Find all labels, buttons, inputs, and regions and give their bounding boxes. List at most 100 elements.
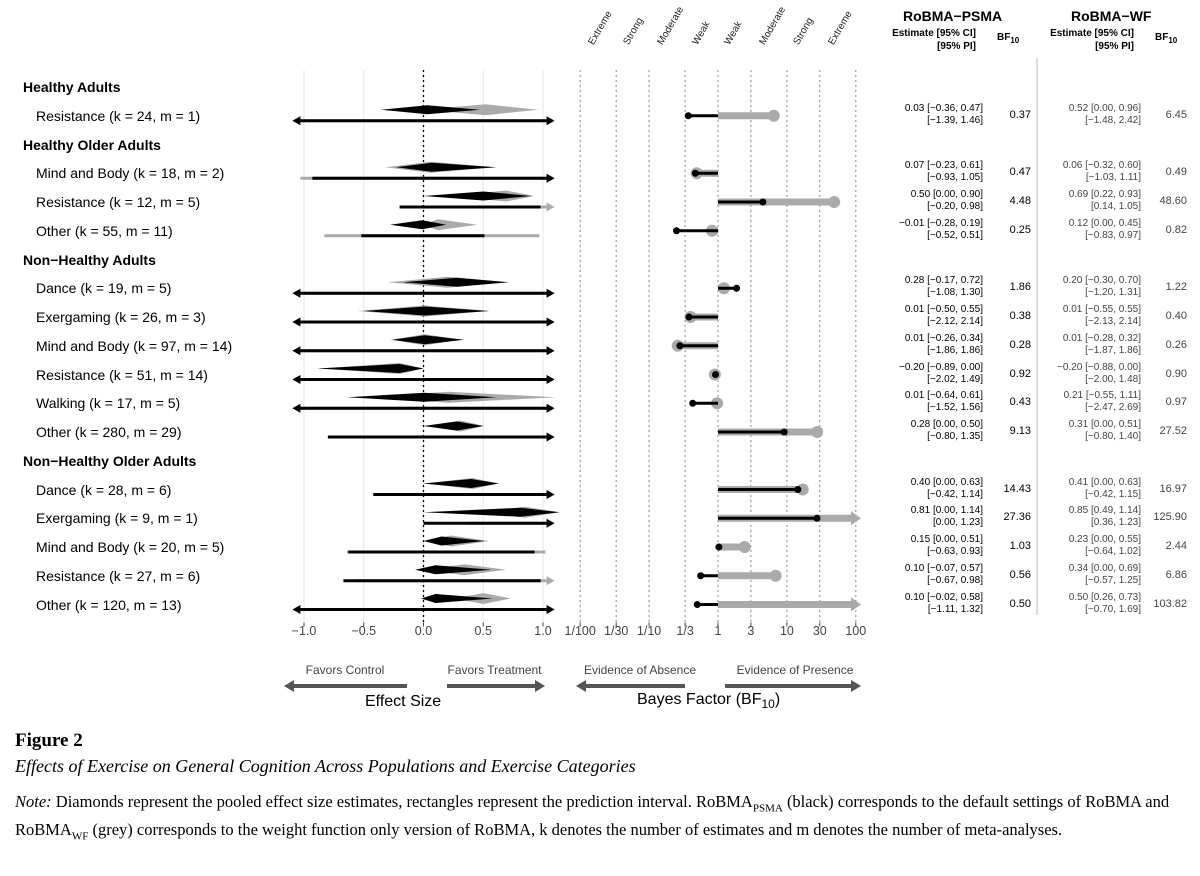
bf-tick-label: 30 — [812, 624, 827, 638]
psma-estimate-ci: −0.20 [−0.89, 0.00] — [899, 361, 983, 373]
psma-bf-value: 0.43 — [1009, 396, 1031, 409]
psma-estimate-ci: 0.01 [−0.26, 0.34] — [904, 332, 983, 344]
psma-bf-point — [691, 169, 699, 177]
wf-estimate-ci: 0.50 [0.26, 0.73] — [1068, 591, 1141, 603]
wf-bf-point — [796, 483, 809, 496]
wf-estimate-ci: 0.01 [−0.28, 0.32] — [1062, 332, 1141, 344]
psma-bf-point — [673, 227, 681, 235]
psma-estimate-pi: [−0.20, 0.98] — [927, 201, 983, 212]
psma-estimate-ci: 0.01 [−0.64, 0.61] — [904, 390, 983, 402]
wf-estimate-pi: [−0.70, 1.69] — [1085, 603, 1141, 615]
psma-bf-header-sub: 10 — [1010, 36, 1020, 45]
wf-estimate-pi: [−0.42, 1.15] — [1085, 488, 1141, 500]
wf-estimate-ci: 0.12 [0.00, 0.45] — [1068, 217, 1141, 229]
study-row-label: Resistance (k = 27, m = 6) — [36, 567, 201, 584]
bf-tick-label: 1 — [714, 624, 722, 638]
psma-bf-point — [684, 112, 692, 120]
psma-estimate-pi: [−2.02, 1.49] — [927, 373, 983, 385]
wf-bf-point — [738, 541, 751, 553]
wf-header-title: RoBMA−WF — [1071, 8, 1152, 24]
wf-estimate-pi: [0.36, 1.23] — [1090, 517, 1141, 529]
group-label: Healthy Adults — [23, 79, 121, 95]
psma-diamond — [403, 277, 510, 287]
wf-estimate-pi: [−1.87, 1.86] — [1085, 344, 1141, 356]
psma-diamond — [392, 335, 465, 345]
study-row-label: Walking (k = 17, m = 5) — [36, 395, 181, 412]
psma-bf-value: 0.92 — [1009, 367, 1031, 380]
psma-bf-value: 9.13 — [1009, 425, 1031, 437]
note-text-2: (black) corresponds to the default setti… — [15, 792, 1170, 840]
figure-label: Figure 2 — [15, 730, 83, 751]
study-row-label: Resistance (k = 24, m = 1) — [36, 107, 201, 124]
effect-tick-label: 0.5 — [474, 624, 492, 638]
psma-diamond — [380, 105, 480, 115]
psma-bf-point — [794, 486, 802, 493]
wf-bf-value: 125.90 — [1153, 511, 1187, 524]
psma-bf-value: 1.03 — [1009, 540, 1031, 552]
psma-prediction-interval-arrow-right — [546, 375, 555, 384]
psma-estimate-ci: 0.50 [0.00, 0.90] — [910, 189, 983, 200]
wf-estimate-pi: [−2.00, 1.48] — [1085, 373, 1141, 385]
bf-axis-name-end: ) — [774, 691, 781, 708]
psma-bf-point — [693, 601, 701, 608]
wf-prediction-interval-arrow-right — [546, 202, 555, 212]
wf-bf-point — [811, 426, 824, 438]
effect-axis-name: Effect Size — [365, 693, 442, 710]
note-text-3: (grey) corresponds to the weight functio… — [88, 820, 1063, 840]
wf-bf-arrow — [851, 511, 861, 526]
wf-bf-value: 2.44 — [1165, 540, 1187, 552]
psma-estimate-pi: [−1.86, 1.86] — [927, 344, 983, 356]
wf-estimate-ci: 0.20 [−0.30, 0.70] — [1062, 275, 1141, 287]
note-text-1: Diamonds represent the pooled effect siz… — [51, 792, 753, 811]
forest-plot-figure: −1.0 −0.5 0.0 0.5 1.0 1/100 1/30 1/10 1/3 1 3 10 30 1… — [23, 5, 1187, 711]
psma-diamond — [423, 536, 485, 546]
psma-bf-value: 4.48 — [1009, 195, 1031, 207]
psma-diamond — [390, 220, 447, 230]
wf-bf-value: 27.52 — [1159, 425, 1187, 437]
psma-estimate-ci: 0.28 [−0.17, 0.72] — [904, 275, 983, 287]
psma-estimate-ci: 0.15 [0.00, 0.51] — [910, 534, 983, 545]
wf-bf-value: 0.26 — [1165, 338, 1187, 351]
effect-tick-label: 0.0 — [414, 624, 433, 638]
wf-estimate-ci: 0.06 [−0.32, 0.60] — [1062, 160, 1141, 172]
psma-prediction-interval-arrow-left — [292, 375, 301, 384]
psma-pi-header: [95% PI] — [937, 41, 976, 52]
wf-bf-arrow — [851, 597, 861, 612]
wf-bf-point — [767, 109, 780, 122]
psma-estimate-header: Estimate [95% CI] — [892, 28, 976, 39]
bf-tick-label: 1/10 — [636, 624, 662, 638]
psma-bf-header: BF10 — [997, 31, 1019, 47]
wf-estimate-pi: [−2.47, 2.69] — [1085, 402, 1141, 414]
psma-prediction-interval-arrow-left — [292, 346, 301, 356]
psma-diamond — [317, 364, 424, 373]
psma-estimate-pi: [0.00, 1.23] — [932, 517, 983, 529]
psma-bf-value: 0.47 — [1009, 166, 1031, 179]
wf-bf-point — [828, 196, 841, 208]
bf-tick-label: 10 — [779, 624, 794, 638]
study-row-label: Exergaming (k = 9, m = 1) — [36, 510, 198, 527]
psma-bf-point — [697, 572, 705, 580]
psma-estimate-pi: [−1.52, 1.56] — [927, 402, 983, 414]
wf-estimate-pi: [−0.80, 1.40] — [1085, 431, 1141, 442]
psma-prediction-interval-arrow-right — [546, 116, 555, 126]
psma-bf-point — [733, 284, 741, 292]
study-row-label: Dance (k = 28, m = 6) — [36, 481, 172, 498]
psma-estimate-pi: [−0.63, 0.93] — [927, 546, 983, 557]
psma-prediction-interval-arrow-right — [546, 490, 555, 499]
wf-bf-value: 1.22 — [1165, 281, 1187, 294]
wf-estimate-ci: 0.01 [−0.55, 0.55] — [1062, 304, 1141, 315]
psma-prediction-interval-arrow-right — [546, 346, 555, 356]
psma-estimate-ci: 0.03 [−0.36, 0.47] — [904, 102, 983, 114]
psma-bf-value: 0.50 — [1009, 597, 1031, 610]
wf-bf-value: 0.40 — [1165, 310, 1187, 322]
psma-bf-value: 1.86 — [1009, 281, 1031, 294]
psma-bf-header-main: BF — [997, 32, 1011, 43]
psma-bf-value: 0.56 — [1009, 568, 1031, 581]
psma-estimate-ci: −0.01 [−0.28, 0.19] — [899, 217, 983, 229]
psma-diamond — [421, 594, 493, 603]
wf-estimate-ci: 0.41 [0.00, 0.63] — [1068, 476, 1141, 488]
psma-diamond — [423, 421, 484, 431]
study-row-label: Dance (k = 19, m = 5) — [36, 280, 172, 297]
psma-bf-point — [780, 428, 788, 436]
psma-prediction-interval-arrow-right — [546, 173, 555, 183]
